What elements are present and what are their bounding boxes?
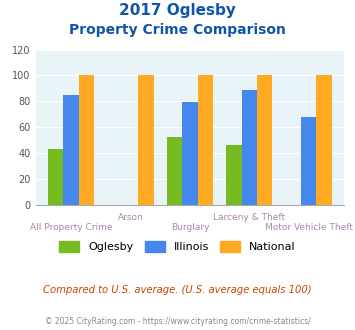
- Bar: [198, 75, 213, 205]
- Bar: [79, 75, 94, 205]
- Bar: [226, 145, 242, 205]
- Bar: [138, 75, 154, 205]
- Bar: [301, 117, 316, 205]
- Text: Burglary: Burglary: [171, 223, 209, 232]
- Bar: [182, 103, 198, 205]
- Text: Larceny & Theft: Larceny & Theft: [213, 213, 285, 222]
- Text: © 2025 CityRating.com - https://www.cityrating.com/crime-statistics/: © 2025 CityRating.com - https://www.city…: [45, 317, 310, 326]
- Bar: [316, 75, 332, 205]
- Bar: [242, 89, 257, 205]
- Text: 2017 Oglesby: 2017 Oglesby: [119, 3, 236, 18]
- Bar: [257, 75, 273, 205]
- Bar: [48, 149, 64, 205]
- Text: Property Crime Comparison: Property Crime Comparison: [69, 23, 286, 37]
- Text: Compared to U.S. average. (U.S. average equals 100): Compared to U.S. average. (U.S. average …: [43, 285, 312, 295]
- Bar: [167, 137, 182, 205]
- Text: Arson: Arson: [118, 213, 143, 222]
- Bar: [64, 95, 79, 205]
- Text: All Property Crime: All Property Crime: [30, 223, 113, 232]
- Text: Motor Vehicle Theft: Motor Vehicle Theft: [265, 223, 353, 232]
- Legend: Oglesby, Illinois, National: Oglesby, Illinois, National: [55, 237, 300, 256]
